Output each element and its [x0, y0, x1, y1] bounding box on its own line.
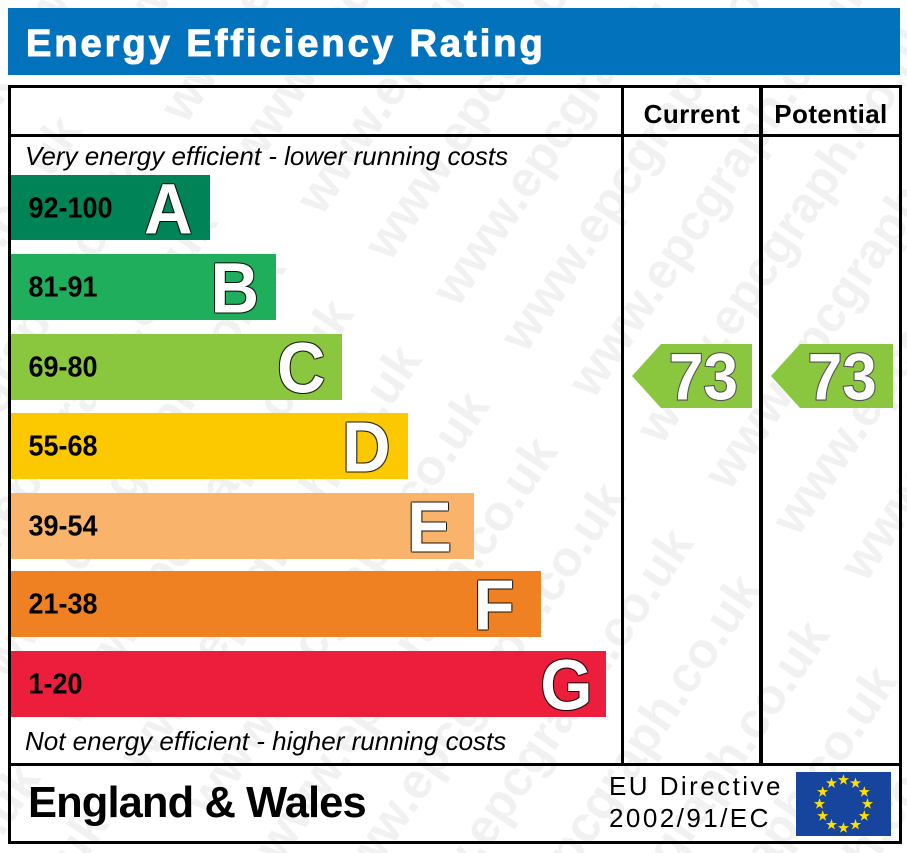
svg-text:73: 73 — [808, 344, 877, 408]
svg-text:73: 73 — [669, 344, 738, 408]
